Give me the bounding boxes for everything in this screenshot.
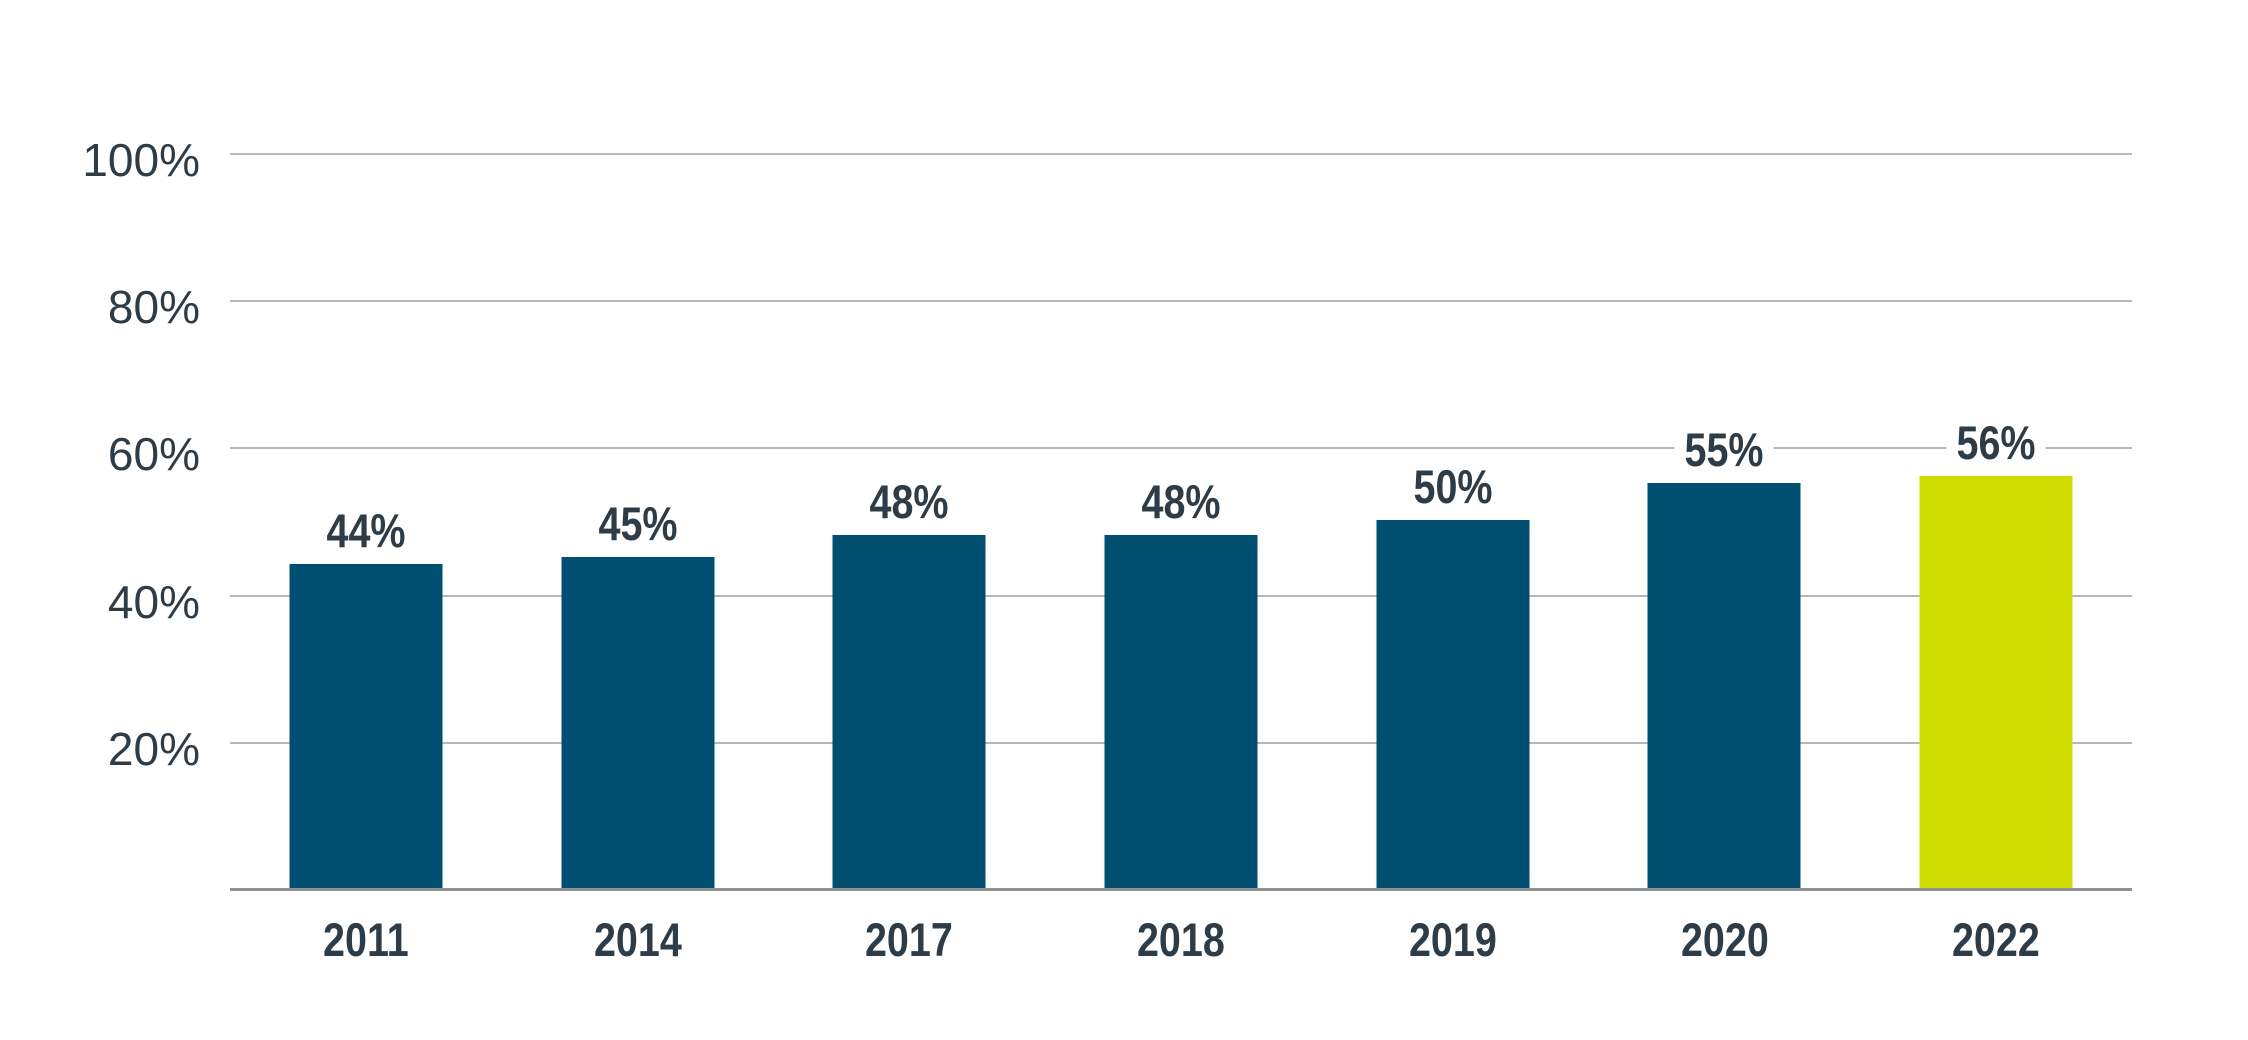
bar-2022 (1919, 475, 2073, 888)
value-label-2011: 44% (316, 505, 416, 557)
bar-2014 (561, 556, 715, 888)
x-axis-label-2017: 2017 (865, 913, 954, 966)
bar-group-2019: 50% 2019 (1317, 0, 1589, 1040)
bar-2020 (1647, 483, 1801, 888)
bar-2019 (1376, 520, 1530, 888)
bar-group-2022: 56% 2022 (1860, 0, 2132, 1040)
x-axis-label-2020: 2020 (1680, 913, 1769, 966)
value-label-2018: 48% (1131, 475, 1231, 527)
plot-area: 44% 2011 45% 2014 48% 2017 48% 2018 50% 2019 55% 20… (230, 0, 2132, 1040)
bar-group-2020: 55% 2020 (1589, 0, 1861, 1040)
bar-2017 (832, 534, 986, 888)
bar-group-2018: 48% 2018 (1045, 0, 1317, 1040)
x-axis-label-2018: 2018 (1137, 913, 1225, 966)
x-axis-label-2019: 2019 (1408, 913, 1497, 966)
x-axis-label-2014: 2014 (593, 913, 682, 966)
bar-group-2014: 45% 2014 (502, 0, 774, 1040)
value-label-2022: 56% (1946, 416, 2046, 468)
bar-2018 (1104, 534, 1258, 888)
x-axis-label-2011: 2011 (323, 913, 409, 966)
value-label-2019: 50% (1403, 461, 1503, 512)
value-label-2014: 45% (587, 497, 688, 549)
x-axis-line (230, 888, 2132, 891)
y-axis-tick-label: 80% (107, 281, 200, 334)
bar-2011 (289, 564, 443, 888)
bar-group-2011: 44% 2011 (230, 0, 502, 1040)
y-axis-tick-label: 20% (107, 722, 200, 775)
gridline-80% (230, 300, 2132, 303)
value-label-2020: 55% (1674, 424, 1775, 476)
bar-group-2017: 48% 2017 (773, 0, 1045, 1040)
x-axis-label-2022: 2022 (1952, 913, 2041, 966)
gridline-100% (230, 153, 2132, 155)
y-axis-tick-label: 40% (107, 575, 200, 628)
gridline-60% (230, 447, 2132, 450)
y-axis-tick-label: 60% (107, 428, 200, 481)
value-label-2017: 48% (859, 475, 959, 527)
y-axis-tick-label: 100% (82, 134, 200, 186)
